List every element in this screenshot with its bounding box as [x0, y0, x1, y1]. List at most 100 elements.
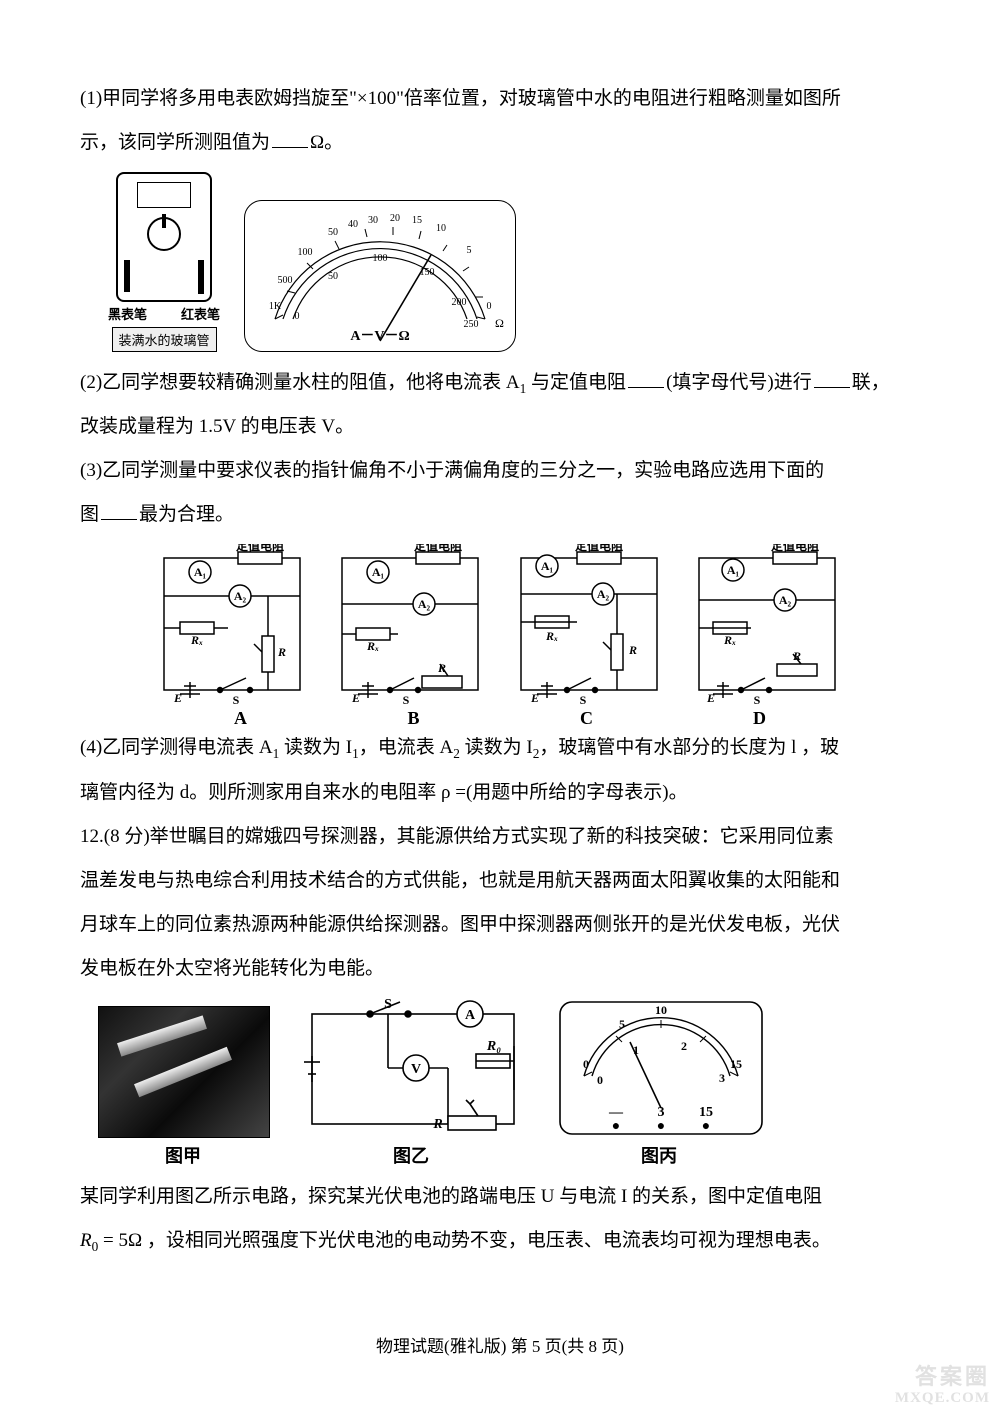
svg-text:A₂: A₂	[418, 597, 431, 611]
wm-line2: MXQE.COM	[895, 1390, 990, 1407]
circuits-row: 定值电阻 A₁ A₂ Rₓ E S R	[150, 544, 850, 729]
svg-text:●: ●	[657, 1119, 665, 1134]
svg-text:S: S	[384, 998, 392, 1012]
svg-text:●: ●	[612, 1119, 620, 1134]
page-footer: 物理试题(雅礼版) 第 5 页(共 8 页)	[0, 1332, 1000, 1357]
q12-l6: R0 = 5Ω ，设相同光照强度下光伏电池的电动势不变，电压表、电流表均可视为理…	[80, 1222, 920, 1260]
page: (1)甲同学将多用电表欧姆挡旋至"×100"倍率位置，对玻璃管中水的电阻进行粗略…	[0, 0, 1000, 1413]
svg-text:A₂: A₂	[779, 593, 792, 607]
ts-2: 100	[298, 247, 313, 258]
blank-q2b	[814, 366, 850, 388]
blank-q3	[101, 499, 137, 521]
svg-text:Rₓ: Rₓ	[545, 629, 558, 643]
ts-1: 500	[278, 275, 293, 286]
ms-0: 0	[295, 311, 300, 322]
svg-text:3: 3	[719, 1071, 725, 1085]
svg-text:Rₓ: Rₓ	[190, 633, 203, 647]
ms-1: 50	[328, 271, 338, 282]
svg-text:5: 5	[619, 1017, 625, 1031]
ts-0: 1K	[269, 301, 282, 312]
ms-3: 150	[420, 267, 435, 278]
probe-row	[124, 260, 204, 294]
lbl-c: C	[500, 708, 673, 729]
lbl-b: B	[327, 708, 500, 729]
svg-text:E: E	[706, 691, 715, 704]
q4-line2: 璃管内径为 d。则所测家用自来水的电阻率 ρ =(用题中所给的字母表示)。	[80, 774, 920, 812]
circuit-yi: S A V R₀ R	[298, 998, 528, 1138]
svg-text:R: R	[432, 1117, 442, 1132]
circuit-labels: A B C D	[154, 708, 846, 729]
probe-photo	[98, 1006, 270, 1138]
svg-text:定值电阻: 定值电阻	[771, 544, 819, 553]
svg-text:A₁: A₁	[194, 565, 207, 579]
ts-10: 0	[487, 301, 492, 312]
ts-7: 15	[412, 215, 422, 226]
red-probe	[198, 260, 204, 294]
ts-4: 40	[348, 219, 358, 230]
svg-text:Rₓ: Rₓ	[723, 633, 736, 647]
cap-bing: 图丙	[554, 1142, 764, 1168]
watermark: 答案圈 MXQE.COM	[895, 1364, 990, 1407]
bottom-figure-row: S A V R₀ R 0 5	[98, 998, 920, 1138]
circuit-c: 定值电阻 A₁ A₂ Rₓ E S R	[507, 544, 672, 704]
q2-line2: 改装成量程为 1.5V 的电压表 V。	[80, 408, 920, 446]
svg-text:S: S	[754, 693, 761, 704]
svg-text:A₁: A₁	[727, 563, 740, 577]
svg-text:A₁: A₁	[372, 565, 385, 579]
lbl-a: A	[154, 708, 327, 729]
svg-text:定值电阻: 定值电阻	[236, 544, 284, 553]
lbl-d: D	[673, 708, 846, 729]
svg-text:0: 0	[583, 1057, 589, 1071]
ts-5: 30	[368, 215, 378, 226]
wm-line1: 答案圈	[895, 1364, 990, 1389]
svg-text:S: S	[403, 693, 410, 704]
q12-l2: 温差发电与热电综合利用技术结合的方式供能，也就是用航天器两面太阳翼收集的太阳能和	[80, 862, 920, 900]
blank-q2a	[628, 366, 664, 388]
svg-text:15: 15	[699, 1105, 713, 1120]
ms-2: 100	[373, 253, 388, 264]
probe-left-label: 黑表笔	[108, 304, 147, 323]
q3-line1: (3)乙同学测量中要求仪表的指针偏角不小于满偏角度的三分之一，实验电路应选用下面…	[80, 452, 920, 490]
svg-text:A₁: A₁	[541, 559, 554, 573]
ts-9: 5	[467, 245, 472, 256]
svg-text:Rₓ: Rₓ	[366, 639, 379, 653]
black-probe	[124, 260, 130, 292]
q12-l4: 发电板在外太空将光能转化为电能。	[80, 950, 920, 988]
svg-text:A₂: A₂	[234, 589, 247, 603]
svg-text:3: 3	[658, 1105, 665, 1120]
multimeter-window	[137, 182, 191, 208]
q1-unit: Ω。	[310, 132, 343, 153]
q1-line1: (1)甲同学将多用电表欧姆挡旋至"×100"倍率位置，对玻璃管中水的电阻进行粗略…	[80, 80, 920, 118]
svg-text:15: 15	[730, 1057, 742, 1071]
svg-text:V: V	[411, 1062, 421, 1077]
svg-text:0: 0	[597, 1073, 603, 1087]
cap-yi: 图乙	[296, 1142, 526, 1168]
blank-q1	[272, 126, 308, 148]
multimeter-dial	[147, 217, 181, 251]
svg-text:A₂: A₂	[597, 587, 610, 601]
ms-4: 200	[452, 297, 467, 308]
bottom-captions: 图甲 图乙 图丙	[98, 1142, 920, 1168]
ammeter-bing: 0 5 10 15 0 1 2 3 — 3 15 ● ● ●	[556, 998, 766, 1138]
tube-label: 装满水的玻璃管	[112, 327, 217, 352]
q2-line1: (2)乙同学想要较精确测量水柱的阻值，他将电流表 A1 与定值电阻(填字母代号)…	[80, 364, 920, 402]
svg-text:定值电阻: 定值电阻	[414, 544, 462, 553]
svg-text:S: S	[579, 693, 586, 704]
svg-text:R: R	[437, 661, 446, 675]
circuit-d: 定值电阻 A₁ A₂ Rₓ E S R	[685, 544, 850, 704]
svg-text:E: E	[173, 691, 182, 704]
q12-l3: 月球车上的同位素热源两种能源供给探测器。图甲中探测器两侧张开的是光伏发电板，光伏	[80, 906, 920, 944]
multimeter-body	[116, 172, 212, 302]
svg-text:—: —	[608, 1105, 624, 1120]
svg-text:R: R	[628, 643, 637, 657]
ts-3: 50	[328, 227, 338, 238]
figure-row-1: 黑表笔 红表笔 装满水的玻璃管	[108, 172, 920, 352]
svg-text:A: A	[465, 1008, 476, 1023]
svg-text:定值电阻: 定值电阻	[575, 544, 623, 553]
svg-text:E: E	[351, 691, 360, 704]
svg-text:10: 10	[655, 1003, 667, 1017]
svg-text:E: E	[530, 691, 539, 704]
q4-line1: (4)乙同学测得电流表 A1 读数为 I1，电流表 A2 读数为 I2，玻璃管中…	[80, 729, 920, 767]
svg-text:S: S	[233, 693, 240, 704]
arc-bottom-label: A－V－Ω	[245, 325, 515, 345]
